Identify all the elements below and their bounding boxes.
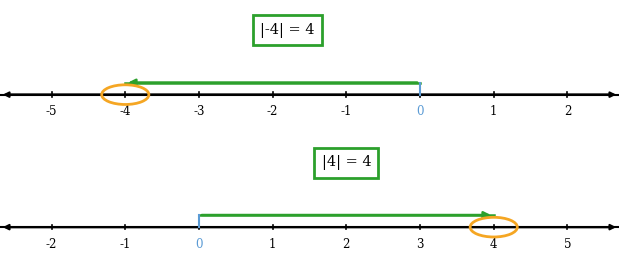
Text: 0: 0 — [417, 105, 424, 118]
Text: 1: 1 — [490, 105, 498, 118]
Text: 0: 0 — [195, 238, 202, 251]
Text: -2: -2 — [267, 105, 279, 118]
Text: -3: -3 — [193, 105, 205, 118]
Text: -1: -1 — [119, 238, 131, 251]
Text: -5: -5 — [46, 105, 58, 118]
Text: -2: -2 — [46, 238, 58, 251]
Text: |4| = 4: |4| = 4 — [321, 155, 371, 170]
Text: -1: -1 — [340, 105, 352, 118]
Text: 3: 3 — [417, 238, 424, 251]
Text: 2: 2 — [343, 238, 350, 251]
Text: 5: 5 — [564, 238, 571, 251]
Text: 2: 2 — [564, 105, 571, 118]
Text: 1: 1 — [269, 238, 276, 251]
Text: -4: -4 — [119, 105, 131, 118]
Text: 4: 4 — [490, 238, 498, 251]
Text: |-4| = 4: |-4| = 4 — [260, 23, 314, 38]
